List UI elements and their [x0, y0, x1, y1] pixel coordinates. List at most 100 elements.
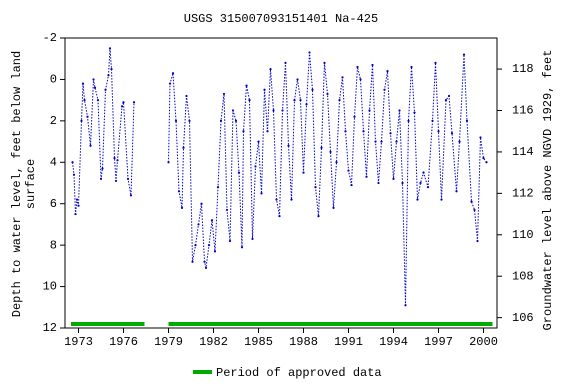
data-point	[89, 144, 92, 147]
x-tick-label: 1994	[379, 335, 408, 349]
x-tick-label: 1979	[154, 335, 183, 349]
data-point	[188, 119, 191, 122]
data-point	[407, 119, 410, 122]
data-point	[99, 177, 103, 180]
data-point	[326, 92, 329, 96]
x-tick-label: 1985	[244, 335, 273, 349]
data-point	[93, 86, 97, 89]
data-point	[185, 94, 188, 98]
data-point	[260, 192, 263, 195]
data-point	[455, 190, 458, 193]
x-tick-label: 1973	[64, 335, 93, 349]
data-point	[248, 99, 251, 102]
data-point	[191, 260, 194, 263]
data-point	[71, 161, 74, 164]
data-point	[458, 140, 461, 143]
data-point	[476, 239, 479, 243]
data-point	[174, 119, 178, 122]
data-point	[77, 204, 80, 207]
data-point	[482, 157, 485, 160]
data-point	[219, 119, 223, 122]
data-point	[213, 250, 217, 253]
data-point	[237, 171, 241, 174]
data-point	[365, 175, 368, 178]
x-tick-label: 1976	[109, 335, 138, 349]
data-point	[114, 179, 118, 183]
y-tick-label: 8	[50, 238, 57, 252]
data-point	[203, 260, 206, 263]
data-point	[182, 146, 185, 149]
y2-axis-label: Groundwater level above NGVD 1929, feet	[541, 49, 555, 331]
x-tick-label: 1991	[334, 335, 363, 349]
data-point	[395, 140, 398, 143]
legend-label: Period of approved data	[216, 366, 382, 380]
data-point	[299, 99, 302, 102]
data-point	[113, 157, 116, 160]
data-point	[404, 304, 407, 307]
data-point	[72, 173, 76, 176]
data-point	[350, 183, 353, 187]
y-tick-label: 6	[50, 197, 57, 211]
data-point	[204, 266, 208, 270]
data-point	[197, 223, 200, 226]
data-point	[120, 105, 124, 108]
data-point	[374, 140, 377, 143]
y2-tick-label: 112	[512, 187, 534, 201]
data-point	[107, 74, 110, 77]
data-point	[356, 65, 359, 69]
data-point	[242, 130, 245, 133]
data-point	[485, 161, 488, 164]
data-point	[80, 119, 83, 122]
data-point	[359, 78, 362, 81]
data-point	[272, 109, 275, 112]
data-point	[132, 101, 136, 104]
data-point	[177, 190, 181, 193]
data-point	[462, 53, 466, 56]
data-point	[398, 109, 401, 112]
data-point	[302, 171, 305, 174]
data-point	[234, 119, 238, 122]
data-point	[83, 99, 86, 102]
y2-tick-label: 114	[512, 145, 534, 159]
data-point	[338, 99, 341, 102]
data-point	[332, 206, 335, 209]
data-point	[257, 140, 260, 143]
x-tick-label: 1988	[289, 335, 318, 349]
data-point	[225, 208, 229, 212]
data-point	[470, 200, 473, 203]
data-point	[231, 109, 235, 112]
data-point	[473, 208, 476, 212]
data-point	[413, 111, 416, 114]
y2-tick-label: 108	[512, 269, 534, 283]
data-point	[377, 181, 380, 185]
data-point	[167, 161, 170, 164]
y-tick-label: 10	[43, 280, 57, 294]
data-point	[447, 94, 451, 98]
data-point	[401, 181, 404, 185]
data-point	[222, 92, 226, 96]
x-tick-label: 2000	[469, 335, 498, 349]
plot-frame	[64, 37, 498, 329]
y2-tick-label: 110	[512, 228, 534, 242]
data-point	[86, 115, 89, 118]
data-point	[180, 206, 184, 209]
y2-tick-label: 116	[512, 104, 534, 118]
data-point	[317, 215, 320, 218]
data-point	[287, 144, 290, 147]
data-point	[344, 130, 347, 133]
data-point	[362, 130, 365, 133]
data-point	[101, 167, 104, 170]
data-point	[323, 61, 326, 64]
data-point	[389, 132, 392, 135]
data-point	[320, 146, 323, 149]
data-point	[431, 119, 434, 122]
data-point	[284, 61, 287, 64]
x-tick-label: 1997	[424, 335, 453, 349]
data-point	[290, 198, 293, 201]
data-point	[108, 47, 112, 50]
data-point	[450, 132, 454, 135]
data-point	[314, 186, 317, 189]
data-point	[437, 130, 440, 133]
